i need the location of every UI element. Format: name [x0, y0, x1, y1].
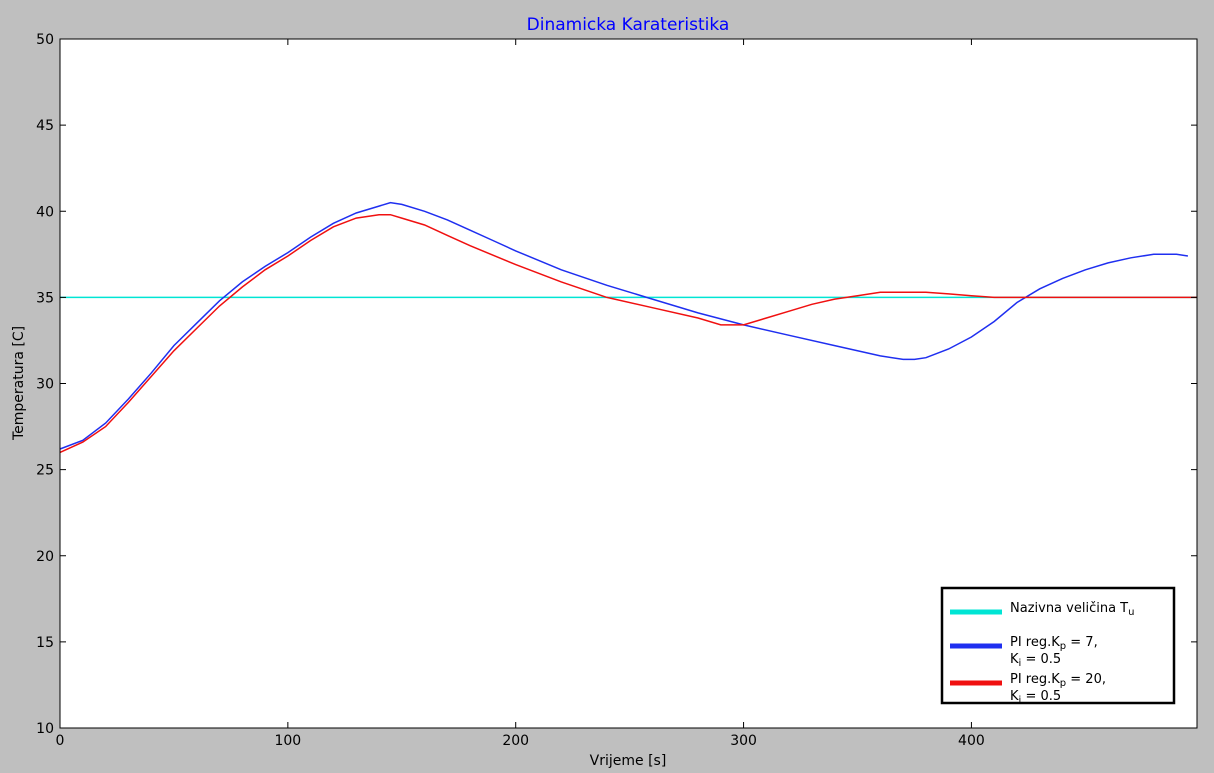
x-tick-label: 300 — [730, 733, 757, 749]
legend-label-0: Nazivna veličina Tu — [1010, 601, 1134, 618]
y-tick-label: 50 — [36, 32, 54, 48]
series-line-2 — [59, 213, 1197, 454]
y-tick-label: 15 — [36, 635, 54, 651]
x-tick-label: 100 — [274, 733, 301, 749]
tick-layer: 0 100 200 300 400 10 15 20 25 30 35 40 45 50 — [36, 32, 1197, 749]
y-tick-label: 30 — [36, 377, 54, 393]
x-tick-label: 0 — [56, 733, 65, 749]
legend-label-2: PI reg.Kp = 20, — [1010, 672, 1106, 689]
y-tick-label: 10 — [36, 721, 54, 737]
x-axis-label: Vrijeme [s] — [590, 753, 667, 769]
y-axis-label: Temperatura [C] — [11, 326, 27, 441]
y-tick-label: 25 — [36, 463, 54, 479]
chart-title: Dinamicka Karateristika — [527, 15, 730, 35]
y-tick-label: 35 — [36, 290, 54, 306]
x-tick-label: 400 — [958, 733, 985, 749]
y-tick-label: 40 — [36, 204, 54, 220]
series-layer — [59, 201, 1197, 454]
y-tick-label: 20 — [36, 549, 54, 565]
series-line-1 — [59, 201, 1189, 450]
legend-label-1: PI reg.Kp = 7, — [1010, 635, 1098, 652]
legend-label-2-line2: Ki = 0.5 — [1010, 689, 1061, 706]
y-tick-label: 45 — [36, 118, 54, 134]
legend-label-1-line2: Ki = 0.5 — [1010, 652, 1061, 669]
x-tick-label: 200 — [502, 733, 529, 749]
